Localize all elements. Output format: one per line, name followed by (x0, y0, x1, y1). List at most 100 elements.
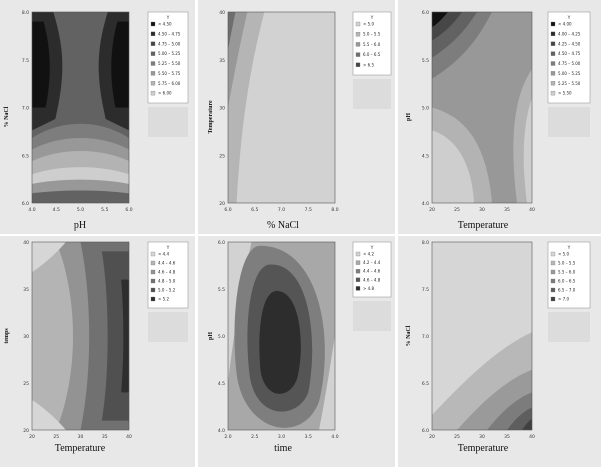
contour-panel-2: 6.0 6.5 7.0 7.5 8.0 40 35 30 25 20 % NaCl Temperatu… (198, 0, 395, 234)
legend-spacer (353, 79, 391, 109)
contour-band (319, 336, 335, 430)
y-tick-label: 35 (23, 287, 29, 293)
contour-panel-3: 20 25 30 35 40 6.0 5.5 5.0 4.5 4.0 Temperature pH Y <… (398, 0, 601, 234)
legend-entry: 5.5 – 6.0 (558, 270, 576, 275)
y-axis-label: % NaCl (406, 325, 412, 346)
y-tick-label: 6.0 (22, 201, 29, 207)
y-tick-label: 4.0 (218, 428, 225, 434)
plot-frame (31, 11, 130, 204)
y-axis-label: pH (208, 332, 214, 340)
plot-frame (431, 11, 533, 204)
y-tick-label: 35 (219, 58, 225, 64)
legend-swatch (550, 21, 556, 27)
legend-entry: 4.75 – 5.00 (558, 61, 581, 66)
legend-title: Y (370, 15, 374, 21)
legend-entry: 6.0 – 6.5 (558, 279, 576, 284)
plot-frame (227, 11, 336, 204)
contour-regions (32, 12, 129, 203)
x-tick-label: 25 (454, 434, 460, 440)
legend-swatch (550, 90, 556, 96)
legend-swatch (355, 21, 361, 27)
legend-swatch (150, 31, 156, 37)
legend-entry: 5.00 – 5.25 (558, 71, 581, 76)
x-tick-label: 7.0 (278, 207, 285, 213)
legend-entry: < 4.50 (158, 22, 172, 27)
legend-entry: < 4.00 (558, 22, 572, 27)
y-tick-label: 7.5 (422, 287, 429, 293)
y-axis-label: pH (406, 113, 412, 121)
y-tick-label: 4.5 (422, 153, 429, 159)
contour-band (432, 12, 448, 28)
legend-spacer (353, 301, 391, 331)
legend-entry: 5.00 – 5.25 (158, 51, 181, 56)
legend-swatch (550, 81, 556, 86)
legend-entry: 4.75 – 5.00 (158, 41, 181, 46)
contour-panel-4: 20 25 30 35 40 40 35 30 25 20 Temperature temps Y < 4… (0, 236, 195, 467)
y-tick-label: 6.5 (422, 381, 429, 387)
x-tick-label: 3.5 (305, 434, 312, 440)
contour-band (228, 12, 236, 51)
legend-entry: 5.0 – 5.5 (363, 32, 381, 37)
legend-entry: < 5.0 (363, 22, 374, 27)
legend-entry: > 6.5 (363, 62, 374, 67)
legend-spacer (548, 107, 590, 137)
legend-spacer (548, 312, 590, 342)
legend-entry: < 5.0 (558, 252, 569, 257)
contour-plot-4: 20 25 30 35 40 40 35 30 25 20 Temperature temps Y< 4… (4, 240, 189, 454)
contour-band (32, 190, 129, 203)
legend-entry: 4.50 – 4.75 (558, 51, 581, 56)
x-tick-label: 4.0 (28, 207, 35, 213)
legend-entry: 5.25 – 5.50 (558, 81, 581, 86)
x-axis-label: Temperature (458, 443, 509, 454)
x-tick-label: 4.5 (53, 207, 60, 213)
y-axis-label: Temperature (208, 100, 214, 134)
contour-plot-5: 2.0 2.5 3.0 3.5 4.0 6.0 5.5 5.0 4.5 4.0 time pH Y< 4… (208, 240, 392, 454)
legend-swatch (355, 286, 361, 291)
contour-plot-1: 4.0 4.5 5.0 5.5 6.0 8.0 7.5 7.0 6.5 6.0 pH % NaCl Y<… (4, 10, 189, 231)
y-tick-label: 6.0 (422, 428, 429, 434)
x-tick-label: 20 (429, 434, 435, 440)
legend-swatch (150, 41, 156, 46)
x-tick-label: 20 (429, 207, 435, 213)
contour-band (32, 399, 66, 430)
y-tick-label: 8.0 (422, 240, 429, 246)
legend-swatch (150, 269, 156, 275)
y-axis-label: % NaCl (4, 106, 10, 127)
y-tick-label: 5.0 (218, 334, 225, 340)
x-tick-label: 35 (102, 434, 108, 440)
legend-swatch (355, 52, 361, 57)
legend-swatch (355, 260, 361, 265)
y-tick-label: 6.5 (22, 153, 29, 159)
contour-panel-5: 2.0 2.5 3.0 3.5 4.0 6.0 5.5 5.0 4.5 4.0 time pH Y < 4… (198, 236, 395, 467)
legend-entry: 4.6 – 4.8 (158, 270, 176, 275)
legend-title: Y (370, 245, 374, 251)
contour-panel-6: 20 25 30 35 40 8.0 7.5 7.0 6.5 6.0 Temperature % Na… (398, 236, 601, 467)
legend-swatch (550, 51, 556, 56)
x-tick-label: 40 (126, 434, 132, 440)
legend-spacer (148, 312, 188, 342)
x-tick-label: 4.0 (331, 434, 338, 440)
legend-entry: 5.25 – 5.50 (158, 61, 181, 66)
legend-entry: > 5.50 (558, 91, 572, 96)
legend-entry: < 4.4 (158, 252, 169, 257)
contour-regions (432, 242, 532, 430)
y-tick-label: 8.0 (22, 10, 29, 16)
y-tick-label: 40 (219, 10, 225, 16)
y-tick-label: 25 (23, 381, 29, 387)
y-tick-label: 7.0 (22, 106, 29, 112)
legend-swatch (150, 61, 156, 66)
legend-entry: 4.2 – 4.4 (363, 260, 381, 265)
x-tick-label: 35 (504, 434, 510, 440)
legend-title: Y (166, 15, 170, 21)
x-tick-label: 5.0 (77, 207, 84, 213)
x-tick-label: 30 (78, 434, 84, 440)
contour-regions (228, 242, 335, 430)
legend-entry: 4.8 – 5.0 (158, 279, 176, 284)
y-tick-label: 6.0 (218, 240, 225, 246)
y-tick-label: 5.5 (218, 287, 225, 293)
y-tick-label: 30 (23, 334, 29, 340)
legend-entry: 4.4 – 4.6 (363, 269, 381, 274)
contour-regions (432, 12, 532, 203)
legend-entry: 6.5 – 7.0 (558, 288, 576, 293)
x-tick-label: 20 (29, 434, 35, 440)
